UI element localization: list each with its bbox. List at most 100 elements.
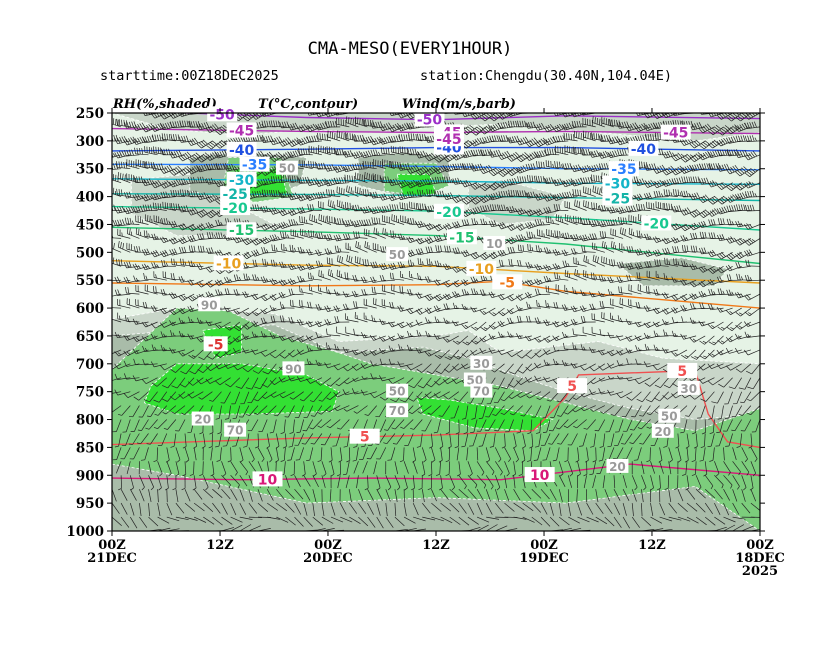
wind-barb-feather — [718, 139, 724, 146]
wind-barb-feather — [399, 202, 401, 209]
wind-barb-feather — [724, 113, 728, 117]
wind-barb-feather — [220, 126, 227, 131]
wind-barb-feather — [479, 116, 486, 122]
wind-barb-feather — [170, 133, 173, 141]
wind-barb — [461, 124, 478, 136]
wind-barb-feather — [537, 107, 538, 113]
wind-barb-feather — [131, 149, 134, 156]
wind-barb-feather — [169, 152, 173, 159]
wind-barb-feather — [657, 113, 662, 117]
wind-barb-feather — [585, 187, 587, 194]
wind-barb-feather — [137, 123, 141, 130]
wind-barb-feather — [128, 121, 132, 128]
wind-barb — [543, 123, 560, 133]
wind-barb-feather — [626, 121, 630, 128]
wind-barb-feather — [560, 215, 562, 222]
wind-barb-feather — [682, 139, 687, 146]
wind-barb-feather — [150, 126, 155, 132]
wind-barb-feather — [189, 139, 194, 145]
wind-barb-feather — [746, 113, 752, 119]
wind-barb-feather — [121, 150, 125, 157]
wind-barb-feather — [183, 135, 187, 142]
wind-barb-feather — [467, 126, 473, 131]
wind-barb-feather — [273, 154, 279, 160]
wind-barb-feather — [271, 155, 277, 161]
wind-barb-feather — [647, 133, 650, 141]
wind-barb-feather — [592, 116, 594, 123]
wind-barb-feather — [208, 143, 214, 148]
wind-barb-shaft — [272, 181, 286, 184]
wind-barb-feather — [130, 137, 135, 143]
wind-barb — [124, 149, 140, 157]
wind-barb — [196, 152, 213, 163]
wind-barb-feather — [575, 146, 577, 154]
wind-barb-feather — [193, 153, 199, 159]
wind-barb-feather — [161, 133, 164, 140]
wind-barb-feather — [571, 120, 574, 128]
wind-barb-shaft — [117, 140, 131, 145]
wind-barb-feather — [397, 122, 402, 129]
wind-barb-feather — [476, 138, 482, 144]
wind-barb-feather — [390, 125, 395, 132]
wind-barb-feather — [694, 123, 698, 129]
wind-barb-feather — [99, 151, 102, 157]
wind-barb-feather — [557, 135, 561, 142]
wind-barb-feather — [191, 138, 196, 145]
wind-barb-feather — [112, 118, 115, 125]
wind-barb-feather — [188, 121, 191, 128]
wind-barb-feather — [363, 137, 367, 144]
wind-barb-feather — [513, 113, 516, 116]
wind-barb-feather — [395, 135, 399, 142]
wind-barb-feather — [162, 123, 166, 130]
wind-barb-feather — [483, 113, 490, 119]
legend-wind-label: Wind(m/s,barb) — [402, 97, 516, 112]
wind-barb-feather — [390, 109, 391, 113]
wind-barb-feather — [301, 138, 306, 144]
wind-barb-feather — [479, 137, 483, 144]
wind-barb-feather — [512, 120, 515, 127]
wind-barb-feather — [106, 153, 109, 158]
wind-barb-feather — [163, 148, 166, 155]
wind-barb-feather — [379, 136, 383, 143]
wind-barb-feather — [567, 113, 570, 116]
wind-barb — [552, 135, 569, 143]
wind-barb-feather — [179, 113, 182, 117]
wind-barb — [398, 134, 414, 142]
wind-barb-shaft — [375, 113, 377, 114]
wind-barb-feather — [296, 139, 301, 146]
wind-barb-feather — [319, 123, 324, 130]
wind-barb-feather — [518, 139, 523, 145]
wind-barb-feather — [246, 113, 252, 119]
wind-barb-feather — [312, 123, 317, 130]
wind-barb-feather — [164, 122, 169, 129]
wind-barb — [717, 125, 733, 136]
wind-barb — [517, 120, 532, 128]
wind-barb-feather — [699, 113, 700, 114]
wind-barb-feather — [116, 137, 121, 144]
wind-barb — [534, 137, 551, 148]
wind-barb-feather — [556, 113, 559, 116]
wind-barb — [634, 107, 642, 114]
wind-barb-feather — [365, 137, 370, 143]
wind-barb-feather — [104, 118, 105, 124]
wind-barb-feather — [426, 136, 429, 141]
wind-barb-feather — [379, 121, 383, 128]
wind-barb — [592, 116, 605, 128]
wind-barb-feather — [737, 125, 742, 131]
wind-barb-feather — [327, 121, 330, 128]
wind-barb-feather — [408, 113, 414, 119]
wind-barb-feather — [719, 129, 725, 134]
wind-barb-feather — [257, 151, 262, 157]
wind-barb-feather — [692, 113, 694, 114]
wind-barb-feather — [607, 138, 611, 145]
wind-barb-feather — [310, 124, 315, 131]
wind-barb-feather — [287, 152, 292, 158]
wind-barb-feather — [112, 154, 114, 158]
wind-barb-feather — [650, 123, 655, 129]
wind-barb-feather — [126, 149, 130, 157]
wind-barb-feather — [740, 135, 744, 142]
wind-barb-feather — [393, 135, 397, 142]
wind-barb-feather — [169, 121, 173, 128]
wind-barb-feather — [108, 152, 111, 157]
wind-barb-feather — [634, 107, 635, 113]
